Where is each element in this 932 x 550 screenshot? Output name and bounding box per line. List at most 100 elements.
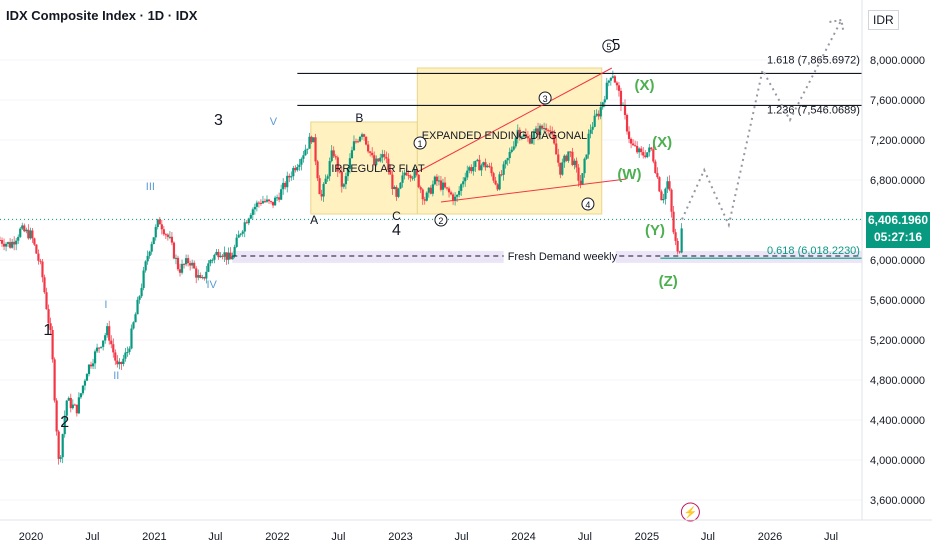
candle-body — [627, 131, 631, 139]
candle-body — [154, 227, 157, 238]
candle-body — [269, 201, 273, 203]
candle-body — [324, 178, 327, 184]
fib-level-label: 0.618 (6,018.2230) — [767, 245, 860, 257]
candle-body — [15, 240, 18, 245]
candle-body — [100, 346, 103, 348]
candle-body — [658, 177, 661, 192]
candle-body — [593, 115, 596, 127]
candle-body — [298, 164, 301, 168]
fib-level-label: 1.236 (7,546.0689) — [767, 104, 860, 116]
candle-body — [454, 196, 457, 202]
candle-body — [623, 104, 627, 115]
y-tick-label: 4,000.0000 — [870, 455, 925, 467]
candle-body — [19, 228, 22, 237]
candle-body — [247, 218, 250, 224]
candle-body — [644, 155, 647, 158]
candle-body — [524, 134, 527, 137]
candle-body — [656, 173, 659, 178]
x-tick-label: 2025 — [635, 531, 659, 543]
candle-body — [601, 102, 604, 108]
candle-body — [330, 150, 333, 162]
candle-body — [253, 206, 256, 210]
candle-body — [407, 175, 410, 177]
candle-body — [73, 404, 76, 406]
x-axis[interactable]: 2020 Jul 2021 Jul 2022 Jul 2023 Jul 2024 Jul 2025 J… — [0, 519, 932, 543]
candle-body — [67, 397, 70, 401]
candle-body — [126, 351, 129, 353]
candle-body — [654, 161, 657, 174]
candle-body — [209, 260, 212, 264]
candle-body — [678, 251, 681, 253]
candle-body — [134, 314, 137, 323]
candle-body — [59, 457, 62, 459]
candle-body — [346, 169, 350, 177]
candle-body — [140, 287, 143, 297]
candle-body — [625, 114, 629, 132]
candle-body — [409, 175, 412, 179]
candle-body — [385, 156, 388, 159]
candle-body — [282, 182, 285, 190]
candle-body — [102, 340, 105, 347]
candle-body — [512, 146, 515, 150]
candle-body — [373, 155, 376, 165]
candle-body — [536, 128, 540, 136]
demand-label: Fresh Demand weekly — [508, 251, 618, 263]
wave-circle-marker — [602, 39, 616, 53]
candle-body — [575, 160, 578, 168]
candle-body — [104, 335, 107, 341]
candle-body — [369, 151, 372, 153]
candle-body — [462, 181, 465, 185]
candle-body — [0, 240, 4, 244]
candle-body — [636, 145, 639, 153]
y-tick-label: 3,600.0000 — [870, 495, 925, 507]
candle-body — [528, 138, 532, 144]
candle-body — [391, 174, 394, 190]
candle-body — [27, 229, 30, 239]
candle-body — [458, 190, 461, 195]
wave-label: 2 — [60, 414, 69, 431]
candle-body — [387, 158, 390, 171]
candle-body — [43, 277, 46, 293]
expanded-diagonal-label: EXPANDED ENDING DIAGONAL — [422, 130, 587, 142]
candle-body — [563, 155, 566, 163]
candle-body — [152, 237, 155, 245]
candle-body — [518, 129, 521, 138]
wave-label: V — [270, 116, 278, 128]
candle-body — [348, 158, 352, 170]
candle-body — [429, 187, 432, 194]
wave-label: I — [104, 299, 107, 311]
candle-body — [138, 296, 141, 300]
candle-body — [284, 182, 287, 188]
candle-body — [352, 141, 356, 151]
y-tick-label: 5,200.0000 — [870, 335, 925, 347]
candle-body — [31, 230, 34, 239]
candle-body — [39, 260, 42, 262]
x-tick-label: 2022 — [265, 531, 289, 543]
y-axis[interactable]: 3,600.0000 4,000.0000 4,400.0000 4,800.0000… — [861, 0, 925, 520]
candle-body — [164, 234, 167, 236]
x-tick-label: Jul — [578, 531, 592, 543]
candle-body — [611, 76, 614, 78]
candle-body — [358, 136, 362, 142]
candle-body — [235, 237, 238, 247]
candle-body — [71, 404, 74, 409]
candle-body — [187, 258, 190, 264]
candle-body — [395, 186, 398, 197]
wave-circle-marker — [538, 91, 552, 105]
candle-body — [166, 234, 169, 237]
candle-body — [203, 276, 206, 279]
candle-body — [472, 166, 475, 172]
wave-label: 3 — [214, 112, 223, 129]
currency-label[interactable]: IDR — [868, 10, 899, 30]
candle-body — [569, 151, 572, 153]
candle-body — [85, 373, 89, 381]
candle-body — [79, 393, 83, 398]
candle-body — [13, 241, 16, 245]
candle-body — [83, 380, 87, 386]
wave-label: C — [392, 209, 401, 223]
candle-body — [118, 361, 121, 365]
candle-body — [534, 128, 538, 132]
candle-body — [498, 174, 501, 190]
candle-body — [128, 348, 131, 352]
